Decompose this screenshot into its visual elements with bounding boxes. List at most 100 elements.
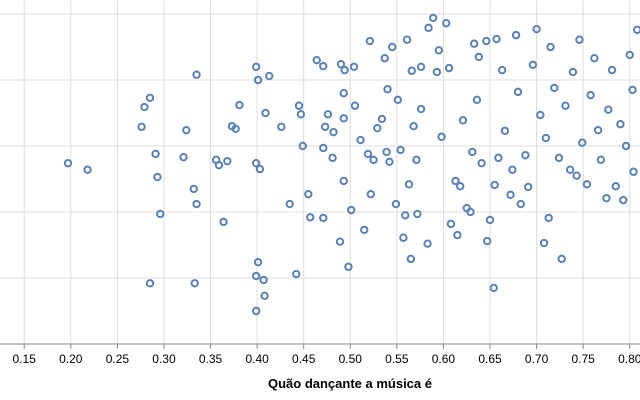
point [285,199,294,209]
point [528,60,538,70]
point [521,151,530,160]
point [602,193,611,203]
point [377,114,387,124]
point [428,13,438,23]
point [568,67,578,77]
point [214,160,224,170]
point [557,254,566,264]
point [296,110,306,119]
point [339,176,348,186]
point [590,54,599,63]
point [474,52,484,62]
point [561,101,570,110]
point [298,141,307,151]
point [469,39,479,48]
point [223,156,232,166]
point [629,167,638,176]
point [366,189,375,199]
point [192,199,201,209]
point [593,125,603,135]
point [513,87,523,97]
point [544,213,553,223]
point [451,176,460,186]
x-tick-label: 0.55 [385,352,409,366]
point [328,153,337,163]
point [458,116,468,125]
point [304,189,313,199]
point [323,110,333,119]
point [369,155,378,165]
point [607,65,617,75]
point [145,279,155,288]
point [261,108,270,118]
point [550,83,559,93]
point [380,54,389,63]
point [312,56,321,65]
point [253,75,263,85]
point [446,219,456,229]
point [546,42,555,52]
point [192,70,201,79]
point [572,171,581,180]
point [621,141,631,151]
point [402,35,412,44]
point [265,71,274,81]
point [413,209,422,219]
point [456,182,465,191]
point [444,63,454,73]
point [406,254,416,264]
point [251,158,261,168]
point [145,93,155,103]
point [482,36,491,46]
point [416,62,426,72]
point [219,217,228,227]
point [344,262,353,271]
x-tick-label: 0.70 [525,352,549,366]
point [500,126,510,136]
point [396,145,405,155]
point [401,211,410,220]
point [541,133,551,143]
point [506,190,515,200]
point [485,215,495,225]
point [306,213,315,222]
point [339,89,348,98]
point [575,35,584,44]
point [423,239,432,248]
point [434,46,443,55]
x-axis-title: Quão dançante a música é [268,376,432,391]
point [347,205,356,215]
point [137,122,146,132]
point [251,271,261,281]
point [604,105,613,114]
point [292,269,301,279]
point [151,149,160,159]
point [319,61,328,71]
point [578,138,587,147]
point [532,24,541,34]
point [179,153,188,162]
point [393,95,402,105]
point [339,114,348,123]
point [360,225,369,235]
point [633,25,640,35]
point [231,124,240,134]
point [356,135,365,145]
x-tick-label: 0.75 [571,352,595,366]
point [382,147,391,157]
point [349,62,359,72]
point [407,66,416,75]
point [387,42,397,52]
point [437,132,446,141]
point [320,122,330,132]
point [453,230,462,240]
point [628,85,637,95]
point [404,180,414,189]
x-tick-label: 0.35 [199,352,223,366]
point [260,291,269,301]
point [294,101,304,110]
point [616,120,625,129]
point [565,165,575,174]
point [391,199,401,209]
point [385,157,394,167]
